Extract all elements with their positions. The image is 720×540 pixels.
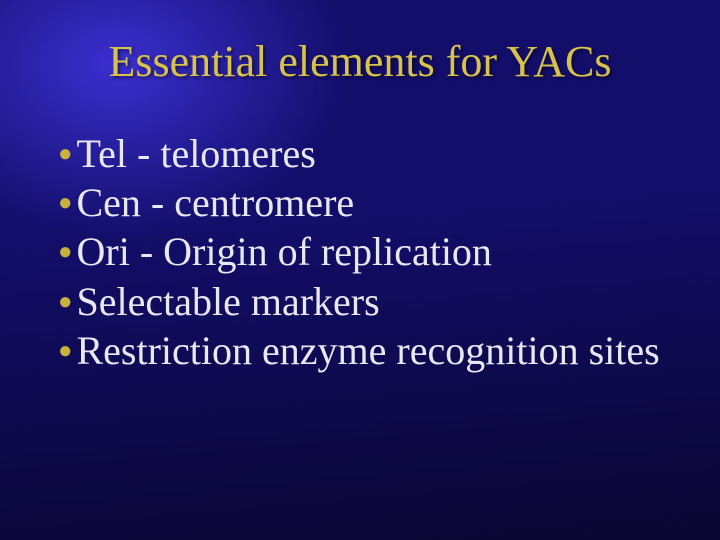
list-item-text: Restriction enzyme recognition sites	[77, 328, 660, 373]
list-item-text: Selectable markers	[77, 279, 380, 324]
list-item: ●Restriction enzyme recognition sites	[58, 327, 680, 374]
bullet-icon: ●	[58, 141, 73, 167]
list-item-text: Ori - Origin of replication	[77, 229, 492, 274]
bullet-icon: ●	[58, 289, 73, 315]
list-item: ●Tel - telomeres	[58, 130, 680, 177]
bullet-list: ●Tel - telomeres ●Cen - centromere ●Ori …	[58, 130, 680, 376]
slide: Essential elements for YACs ●Tel - telom…	[0, 0, 720, 540]
list-item: ●Selectable markers	[58, 278, 680, 325]
bullet-icon: ●	[58, 239, 73, 265]
list-item-text: Cen - centromere	[77, 180, 355, 225]
list-item: ●Cen - centromere	[58, 179, 680, 226]
list-item: ●Ori - Origin of replication	[58, 228, 680, 275]
list-item-text: Tel - telomeres	[77, 131, 316, 176]
slide-title: Essential elements for YACs	[0, 38, 720, 86]
bullet-icon: ●	[58, 338, 73, 364]
bullet-icon: ●	[58, 190, 73, 216]
